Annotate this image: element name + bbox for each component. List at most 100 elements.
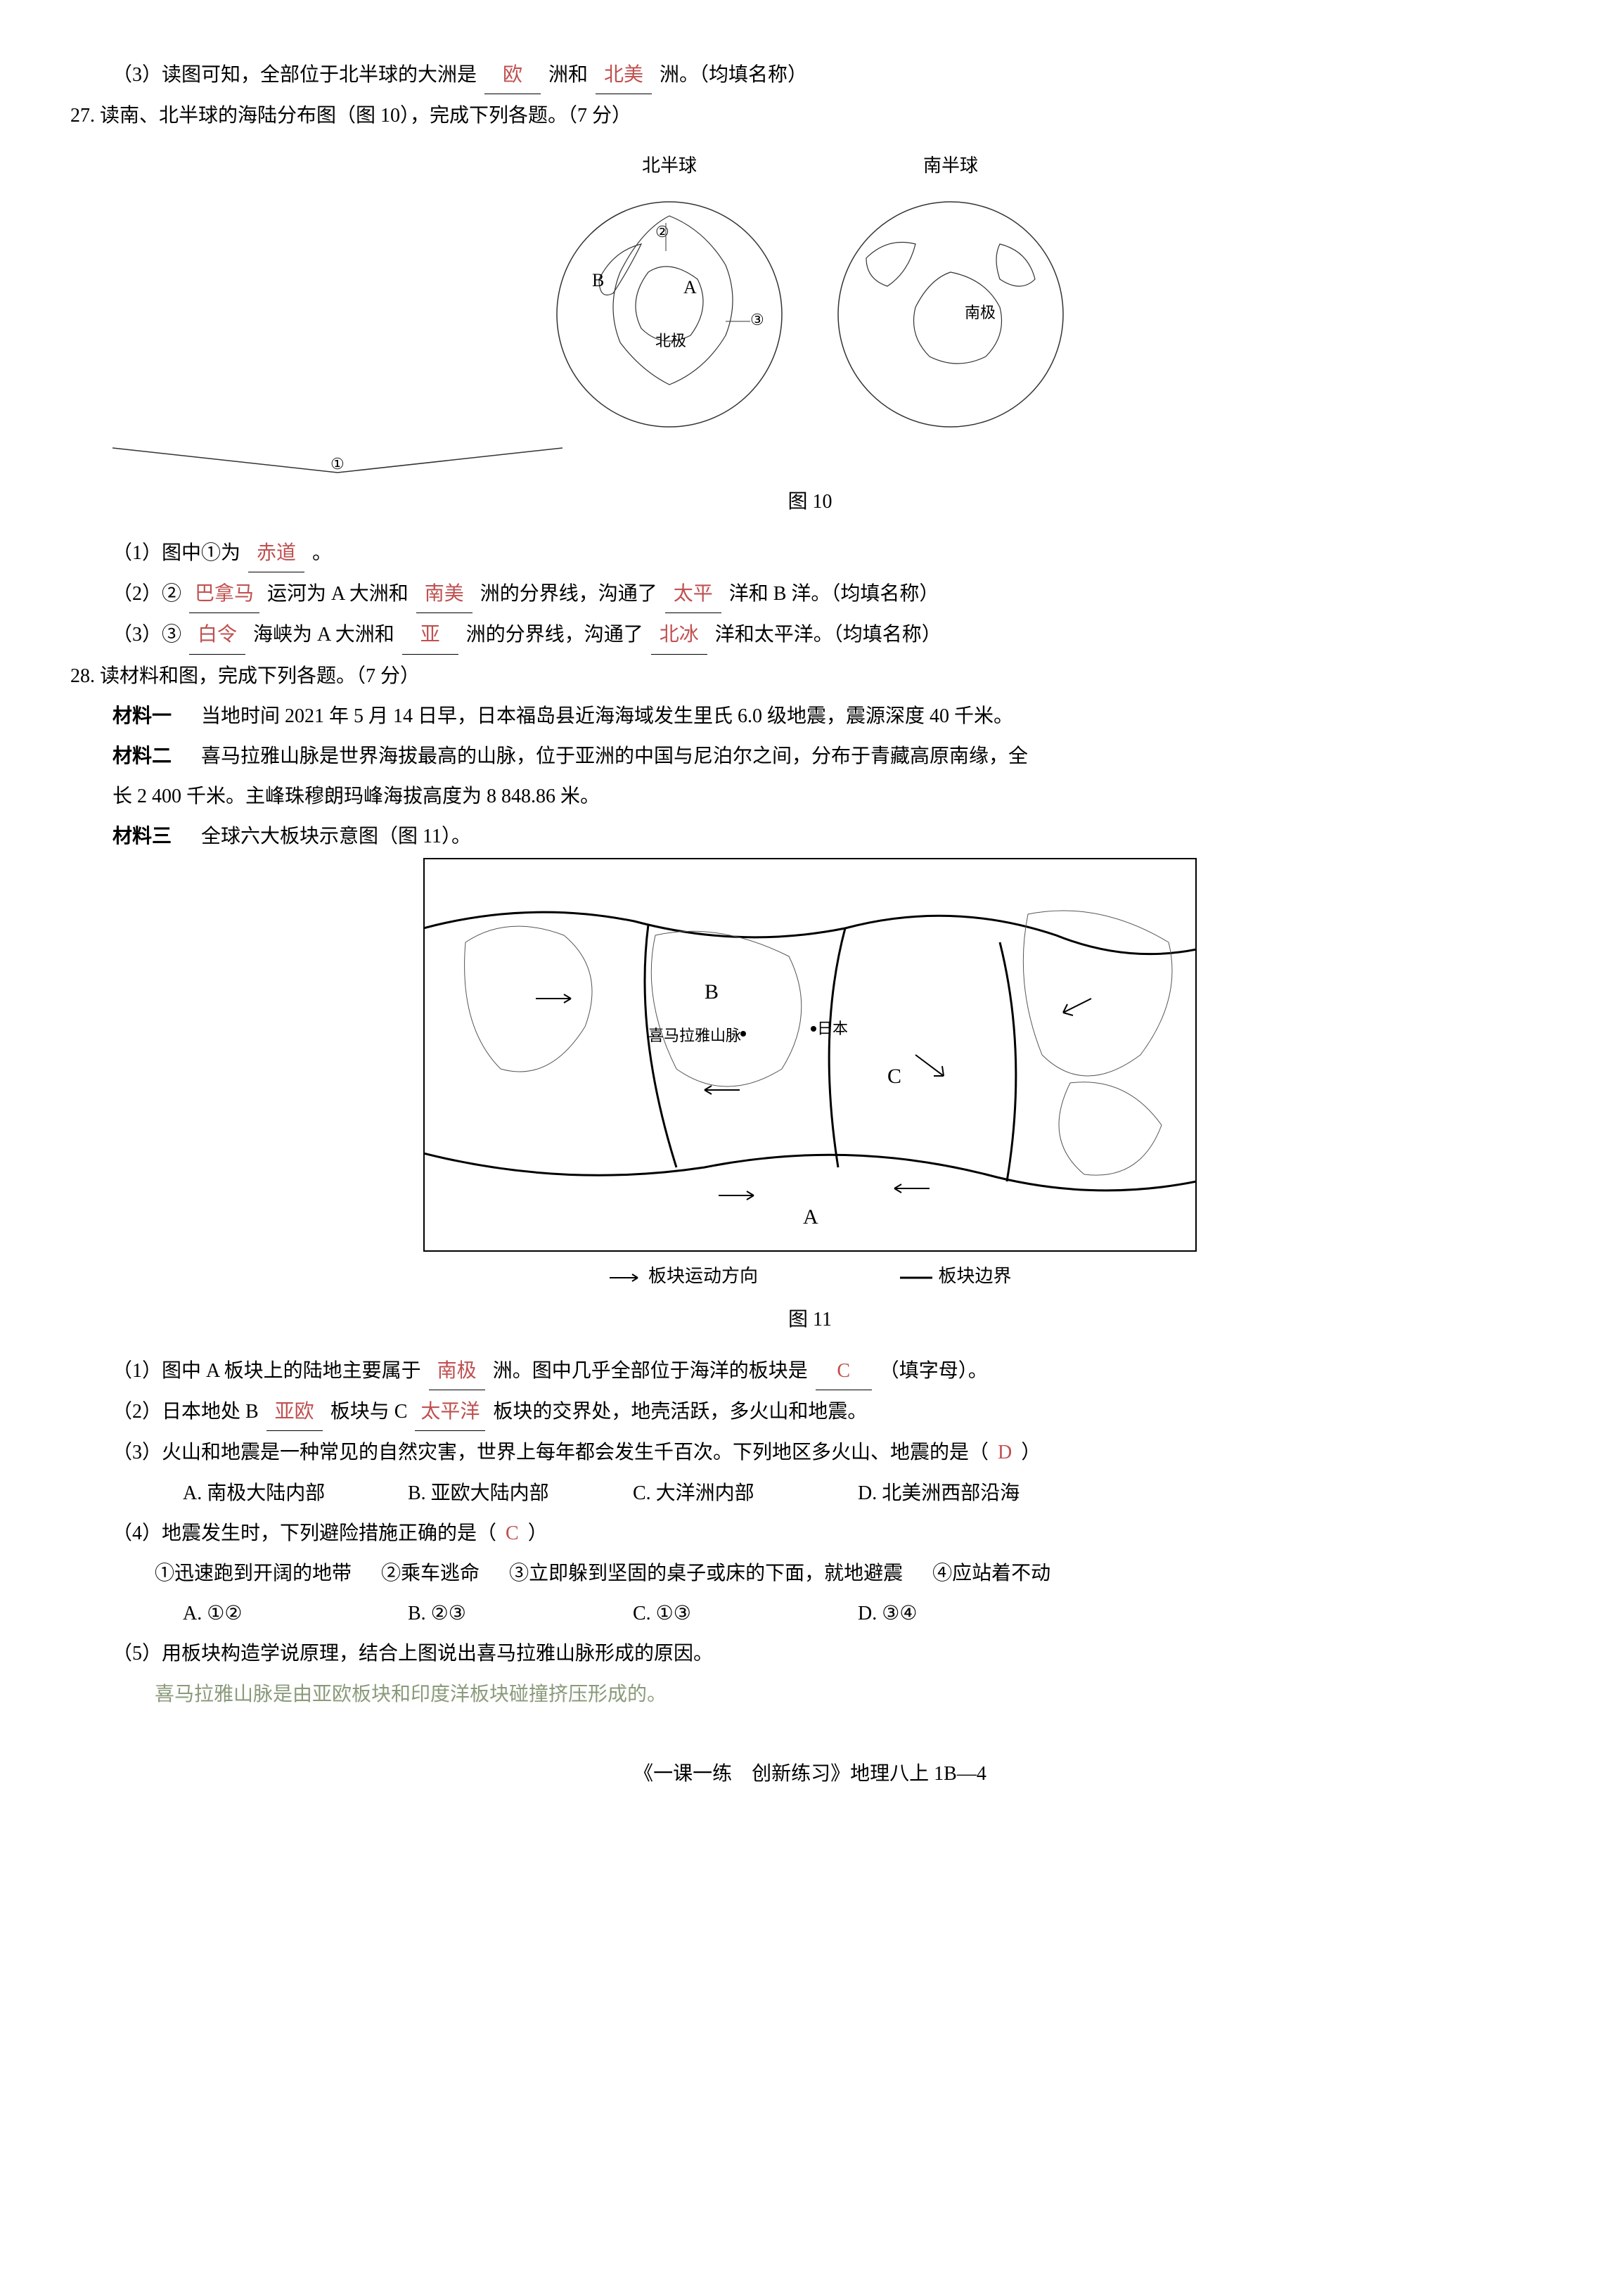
- q28-4-s2: ②乘车逃命: [381, 1563, 480, 1584]
- q28-3-close: ）: [1021, 1442, 1041, 1463]
- q28-3-B: B. 亚欧大陆内部: [408, 1475, 591, 1512]
- q27-2-ans3: 太平: [665, 575, 721, 613]
- q28-1-post: （填字母）。: [880, 1360, 988, 1382]
- q27-1-pre: （1）图中①为: [112, 542, 240, 564]
- q27-3-m2: 洲的分界线，沟通了: [466, 624, 643, 646]
- q28-3-text: （3）火山和地震是一种常见的自然灾害，世界上每年都会发生千百次。下列地区多火山、…: [112, 1442, 989, 1463]
- q27-3-ans1: 白令: [189, 616, 245, 654]
- q28-m3: 材料三 全球六大板块示意图（图 11）。: [70, 818, 1550, 855]
- q27-3-pre: （3）③: [112, 624, 181, 646]
- label-B: B: [705, 980, 719, 1003]
- q28-3-A: A. 南极大陆内部: [183, 1475, 366, 1512]
- q28-1-ans1: 南极: [429, 1352, 485, 1390]
- q27-3-ans3: 北冰: [651, 616, 707, 654]
- q26-3-pre: （3）读图可知，全部位于北半球的大洲是: [112, 64, 477, 86]
- q28-4-text: （4）地震发生时，下列避险措施正确的是（: [112, 1522, 496, 1544]
- q27-3-ans2: 亚: [402, 616, 458, 654]
- q27-2-m1: 运河为 A 大洲和: [267, 583, 409, 605]
- label-beiji: 北极: [655, 332, 686, 349]
- label-three: ③: [750, 311, 764, 328]
- q28-5: （5）用板块构造学说原理，结合上图说出喜马拉雅山脉形成的原因。: [70, 1635, 1550, 1672]
- q28-m2b: 长 2 400 千米。主峰珠穆朗玛峰海拔高度为 8 848.86 米。: [70, 778, 1550, 815]
- q27-2: （2）② 巴拿马 运河为 A 大洲和 南美 洲的分界线，沟通了 太平 洋和 B …: [70, 575, 1550, 613]
- q26-3-ans1: 欧: [484, 56, 541, 94]
- q28-m2a: 材料二 喜马拉雅山脉是世界海拔最高的山脉，位于亚洲的中国与尼泊尔之间，分布于青藏…: [70, 738, 1550, 775]
- q27-2-ans1: 巴拿马: [189, 575, 259, 613]
- q28-2-post: 板块的交界处，地壳活跃，多火山和地震。: [493, 1401, 867, 1423]
- q27-1-post: 。: [312, 542, 332, 564]
- legend-dir-text: 板块运动方向: [648, 1266, 758, 1286]
- q27-2-m2: 洲的分界线，沟通了: [480, 583, 657, 605]
- q28-5-answer: 喜马拉雅山脉是由亚欧板块和印度洋板块碰撞挤压形成的。: [70, 1676, 1550, 1713]
- q28-4-D: D. ③④: [858, 1595, 1041, 1632]
- q28-4-C: C. ①③: [633, 1595, 816, 1632]
- figure-10: 北半球 B A ② ③ 北极 南半球: [70, 148, 1550, 520]
- legend-bound: 板块边界: [899, 1259, 1012, 1293]
- fig11-svg: B C A 喜马拉雅山脉 日本: [423, 858, 1197, 1252]
- figure-11: B C A 喜马拉雅山脉 日本 板块运动方向 板块边界 图 11: [70, 858, 1550, 1352]
- label-nanji: 南极: [965, 304, 996, 321]
- q27-1: （1）图中①为 赤道 。: [70, 534, 1550, 572]
- q26-3-ans2: 北美: [596, 56, 652, 94]
- fig11-legend: 板块运动方向 板块边界: [608, 1259, 1011, 1293]
- q28-1-ans2: C: [816, 1352, 872, 1390]
- q28-1-mid: 洲。图中几乎全部位于海洋的板块是: [493, 1360, 808, 1382]
- q28-4-s4: ④应站着不动: [932, 1563, 1050, 1584]
- page-footer: 《一课一练 创新练习》地理八上 1B—4: [70, 1755, 1550, 1792]
- q28-4-options: A. ①② B. ②③ C. ①③ D. ③④: [70, 1595, 1550, 1632]
- label-A: A: [683, 277, 697, 297]
- m1-label: 材料一: [112, 705, 172, 727]
- q27-2-ans2: 南美: [416, 575, 472, 613]
- q26-3-mid1: 洲和: [548, 64, 588, 86]
- q28-3-ans: D: [994, 1442, 1016, 1463]
- m1-text: 当地时间 2021 年 5 月 14 日早，日本福岛县近海海域发生里氏 6.0 …: [201, 705, 1013, 727]
- q28-3-C: C. 大洋洲内部: [633, 1475, 816, 1512]
- label-B: B: [592, 270, 604, 290]
- north-svg: B A ② ③ 北极: [543, 188, 796, 441]
- q27-1-ans: 赤道: [248, 534, 304, 572]
- q28-3: （3）火山和地震是一种常见的自然灾害，世界上每年都会发生千百次。下列地区多火山、…: [70, 1434, 1550, 1471]
- q28-1: （1）图中 A 板块上的陆地主要属于 南极 洲。图中几乎全部位于海洋的板块是 C…: [70, 1352, 1550, 1390]
- legend-bound-text: 板块边界: [939, 1266, 1012, 1286]
- north-hemisphere: 北半球 B A ② ③ 北极: [543, 148, 796, 440]
- q28-2: （2）日本地处 B 亚欧 板块与 C 太平洋 板块的交界处，地壳活跃，多火山和地…: [70, 1393, 1550, 1431]
- q28-3-D: D. 北美洲西部沿海: [858, 1475, 1041, 1512]
- south-label: 南半球: [824, 148, 1077, 183]
- label-two: ②: [655, 223, 669, 240]
- fig10-caption: 图 10: [70, 483, 1550, 520]
- m2-text-a: 喜马拉雅山脉是世界海拔最高的山脉，位于亚洲的中国与尼泊尔之间，分布于青藏高原南缘…: [201, 745, 1028, 767]
- equator-line: ①: [70, 441, 605, 476]
- q28-2-pre: （2）日本地处 B: [112, 1401, 259, 1423]
- q28-2-m1: 板块与 C: [330, 1401, 408, 1423]
- q28-4: （4）地震发生时，下列避险措施正确的是（ C ）: [70, 1515, 1550, 1552]
- q28-stem: 28. 读材料和图，完成下列各题。（7 分）: [70, 658, 1550, 695]
- label-himalaya: 喜马拉雅山脉: [648, 1027, 741, 1044]
- label-japan: 日本: [817, 1020, 848, 1037]
- q28-4-A: A. ①②: [183, 1595, 366, 1632]
- q28-4-close: ）: [528, 1522, 548, 1544]
- m2-label: 材料二: [112, 745, 172, 767]
- q28-4-B: B. ②③: [408, 1595, 591, 1632]
- q28-4-s3: ③立即躲到坚固的桌子或床的下面，就地避震: [509, 1563, 903, 1584]
- north-label: 北半球: [543, 148, 796, 183]
- q28-1-pre: （1）图中 A 板块上的陆地主要属于: [112, 1360, 421, 1382]
- m3-text: 全球六大板块示意图（图 11）。: [201, 826, 471, 847]
- south-svg: 南极: [824, 188, 1077, 441]
- q28-4-ans: C: [501, 1522, 523, 1544]
- q28-3-options: A. 南极大陆内部 B. 亚欧大陆内部 C. 大洋洲内部 D. 北美洲西部沿海: [70, 1475, 1550, 1512]
- q28-2-ans2: 太平洋: [415, 1393, 485, 1431]
- q28-4-stems: ①迅速跑到开阔的地带 ②乘车逃命 ③立即躲到坚固的桌子或床的下面，就地避震 ④应…: [70, 1555, 1550, 1592]
- legend-dir: 板块运动方向: [608, 1259, 758, 1293]
- q28-4-s1: ①迅速跑到开阔的地带: [155, 1563, 352, 1584]
- label-one: ①: [330, 455, 345, 473]
- q27-2-post: 洋和 B 洋。（均填名称）: [729, 583, 939, 605]
- q26-3-post: 洲。（均填名称）: [660, 64, 807, 86]
- label-A: A: [803, 1205, 818, 1229]
- q27-stem: 27. 读南、北半球的海陆分布图（图 10），完成下列各题。（7 分）: [70, 97, 1550, 134]
- q26-3: （3）读图可知，全部位于北半球的大洲是 欧 洲和 北美 洲。（均填名称）: [70, 56, 1550, 94]
- q27-3: （3）③ 白令 海峡为 A 大洲和 亚 洲的分界线，沟通了 北冰 洋和太平洋。（…: [70, 616, 1550, 654]
- q27-3-m1: 海峡为 A 大洲和: [253, 624, 394, 646]
- q28-2-ans1: 亚欧: [266, 1393, 323, 1431]
- fig11-caption: 图 11: [788, 1301, 832, 1338]
- q27-3-post: 洋和太平洋。（均填名称）: [715, 624, 941, 646]
